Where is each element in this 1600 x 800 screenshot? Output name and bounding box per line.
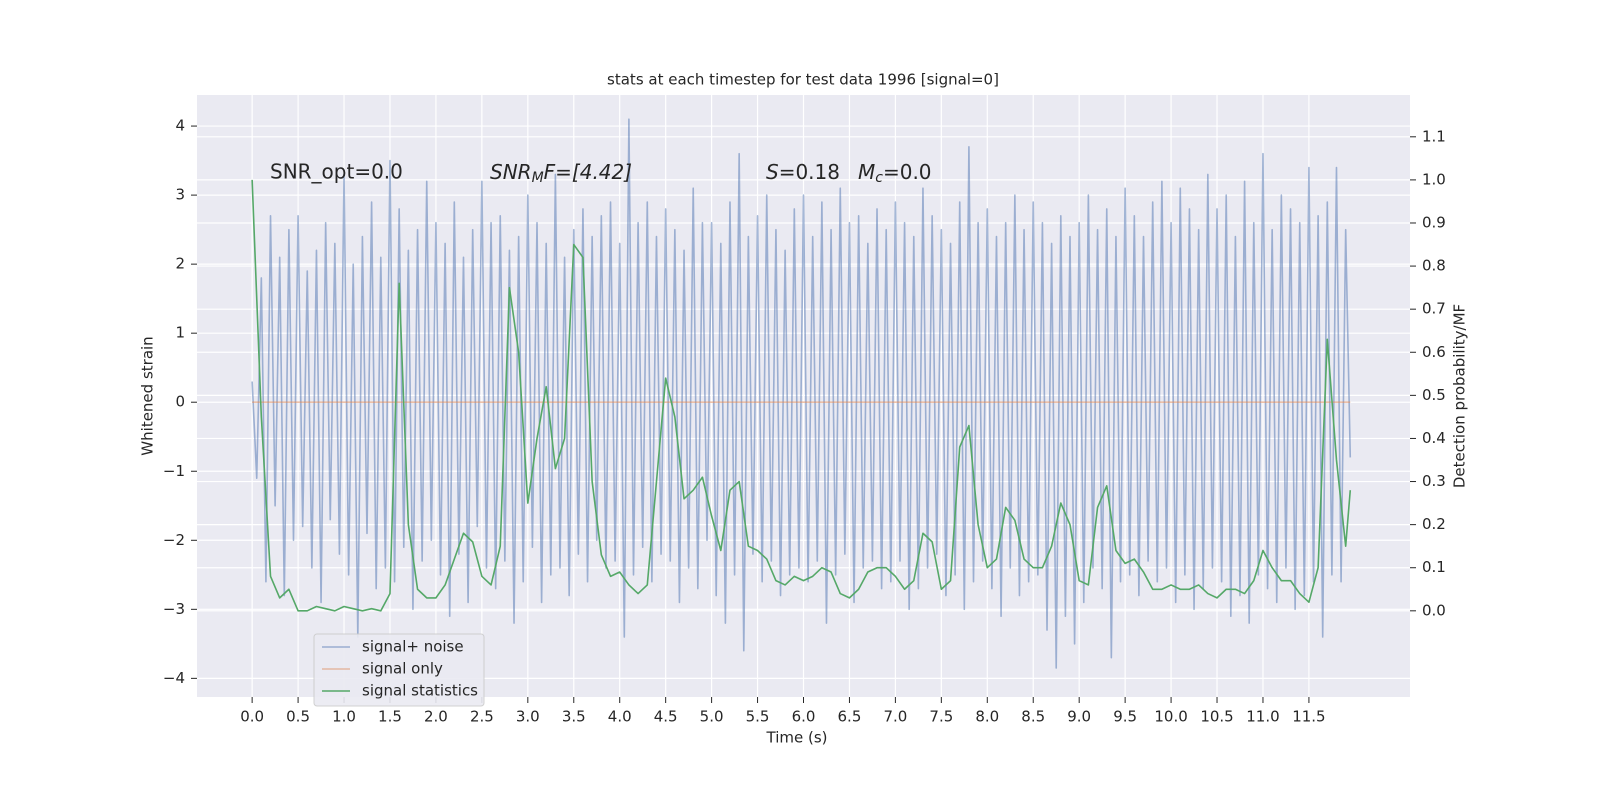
annotation-part: S (766, 160, 779, 184)
x-tick-label: 2.5 (470, 708, 494, 726)
x-tick-label: 8.5 (1021, 708, 1045, 726)
y2-tick-label: 0.8 (1422, 257, 1446, 275)
y-tick-label: 4 (175, 117, 185, 135)
annotation-part: M (532, 170, 544, 186)
x-tick-label: 3.0 (516, 708, 540, 726)
annotation-part: SNR (490, 160, 532, 184)
legend-label: signal+ noise (362, 638, 464, 656)
x-tick-label: 4.5 (654, 708, 678, 726)
annotation-part: M (858, 160, 875, 184)
legend-box (313, 633, 485, 707)
x-tick-label: 11.0 (1246, 708, 1279, 726)
y2-tick-label: 0.6 (1422, 343, 1446, 361)
annotation-part: =0.0 (883, 160, 932, 184)
series-line (251, 179, 1352, 612)
y2-tick-label: 0.9 (1422, 213, 1446, 231)
x-tick-label: 9.0 (1067, 708, 1091, 726)
series-line (251, 118, 1352, 669)
y-axis-label: Whitened strain (139, 336, 157, 455)
x-tick-label: 10.0 (1154, 708, 1187, 726)
annotation: SNRMF=[4.42] (490, 160, 632, 187)
y-tick-label: 1 (175, 324, 185, 342)
x-tick-label: 6.5 (838, 708, 862, 726)
y2-tick-label: 0.3 (1422, 472, 1446, 490)
lines (251, 118, 1352, 669)
y-tick-label: −3 (163, 600, 185, 618)
y2-axis-label: Detection probability/MF (1451, 304, 1469, 488)
x-axis-label: Time (s) (766, 729, 828, 747)
x-tick-label: 6.0 (792, 708, 816, 726)
legend: signal+ noise signal only signal statistic… (313, 633, 485, 707)
y-tick-label: 0 (175, 393, 185, 411)
y-tick-label: 2 (175, 255, 185, 273)
x-tick-label: 1.5 (378, 708, 402, 726)
chart-title: stats at each timestep for test data 199… (607, 71, 999, 89)
x-tick-label: 11.5 (1292, 708, 1325, 726)
y2-tick-label: 1.0 (1422, 170, 1446, 188)
y2-tick-label: 0.0 (1422, 601, 1446, 619)
x-tick-label: 1.0 (332, 708, 356, 726)
x-tick-label: 5.5 (746, 708, 770, 726)
x-tick-label: 7.0 (883, 708, 907, 726)
x-tick-label: 5.0 (700, 708, 724, 726)
legend-label: signal only (362, 660, 443, 678)
ticks: 0.0 0.5 1.0 1.5 2.0 2.5 3.0 3.5 4.0 4.5 5.0 5.5 6.0 6… (163, 117, 1446, 726)
y-tick-label: 3 (175, 186, 185, 204)
x-tick-label: 9.5 (1113, 708, 1137, 726)
y-tick-label: −2 (163, 531, 185, 549)
annotation-part: =0.18 (779, 160, 840, 184)
x-tick-label: 4.0 (608, 708, 632, 726)
x-tick-label: 0.5 (286, 708, 310, 726)
y2-tick-label: 0.2 (1422, 515, 1446, 533)
x-tick-label: 7.5 (929, 708, 953, 726)
y2-tick-label: 0.7 (1422, 300, 1446, 318)
x-tick-label: 8.0 (975, 708, 999, 726)
legend-label: signal statistics (362, 682, 478, 700)
y2-tick-label: 1.1 (1422, 127, 1446, 145)
y2-tick-label: 0.5 (1422, 386, 1446, 404)
x-tick-label: 2.0 (424, 708, 448, 726)
x-tick-label: 3.5 (562, 708, 586, 726)
x-tick-label: 0.0 (240, 708, 264, 726)
y2-tick-label: 0.1 (1422, 558, 1446, 576)
y2-tick-label: 0.4 (1422, 429, 1446, 447)
annotation: SNR_opt=0.0 (270, 160, 403, 184)
annotation-part: F=[4.42] (544, 160, 632, 184)
annotation: S=0.18 Mc=0.0 (766, 160, 932, 187)
y-tick-label: −4 (163, 669, 185, 687)
x-tick-label: 10.5 (1200, 708, 1233, 726)
y-tick-label: −1 (163, 462, 185, 480)
annotation-part: c (875, 170, 883, 186)
